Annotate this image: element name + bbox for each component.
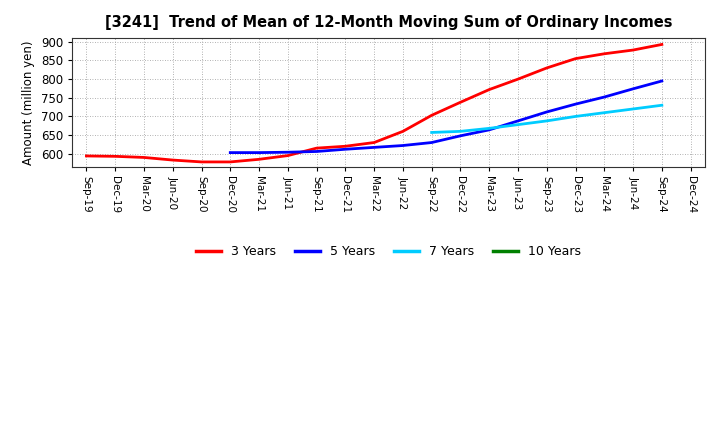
Title: [3241]  Trend of Mean of 12-Month Moving Sum of Ordinary Incomes: [3241] Trend of Mean of 12-Month Moving … [105,15,672,30]
Legend: 3 Years, 5 Years, 7 Years, 10 Years: 3 Years, 5 Years, 7 Years, 10 Years [192,240,586,263]
Y-axis label: Amount (million yen): Amount (million yen) [22,40,35,165]
